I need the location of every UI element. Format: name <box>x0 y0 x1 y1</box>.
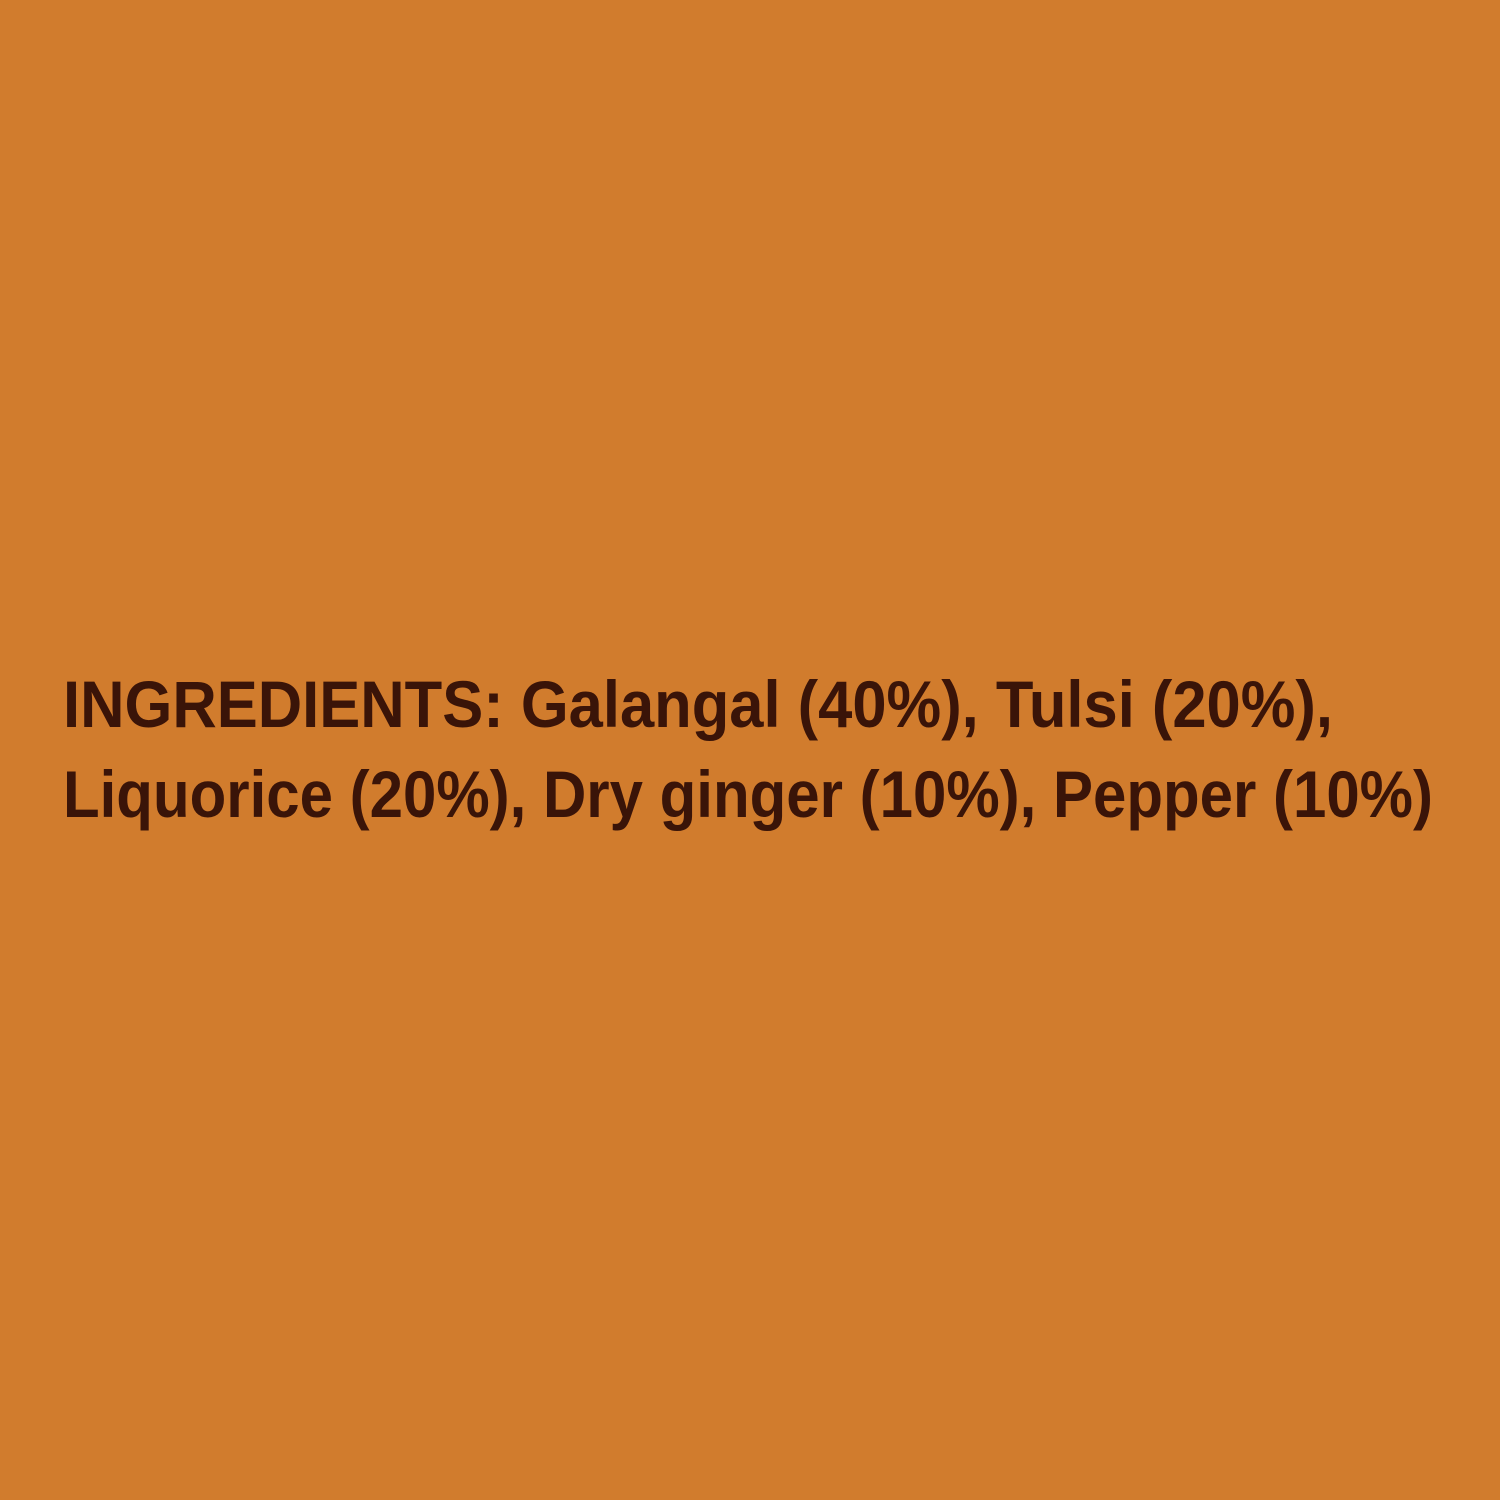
ingredients-line-2: Liquorice (20%), Dry ginger (10%), Peppe… <box>63 757 1433 831</box>
ingredients-line-1: INGREDIENTS: Galangal (40%), Tulsi (20%)… <box>63 667 1333 741</box>
